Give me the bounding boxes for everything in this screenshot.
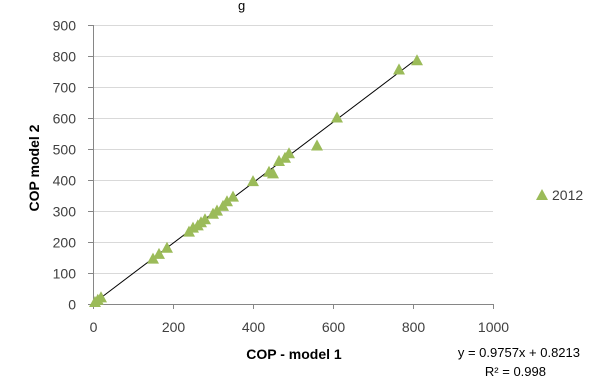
x-tick-label: 1000 [478,319,509,335]
data-point [227,190,239,202]
data-point [247,175,259,187]
data-point [147,252,159,264]
data-point [411,54,423,66]
x-axis-title: COP - model 1 [246,346,342,362]
data-point [331,111,343,123]
data-point [221,195,233,207]
x-tick-label: 0 [90,319,98,335]
data-point [283,147,295,159]
y-tick-label: 400 [53,173,77,189]
y-tick-label: 500 [53,142,77,158]
y-tick-label: 700 [53,80,77,96]
x-tick-label: 400 [242,319,266,335]
legend-label-2012: 2012 [552,187,583,203]
data-point [95,291,107,303]
point-layer [89,54,423,307]
y-tick-label: 200 [53,235,77,251]
legend: 2012 [536,187,583,203]
data-point [273,154,285,166]
y-tick-label: 300 [53,204,77,220]
y-axis-title: COP model 2 [26,124,42,211]
data-point [311,139,323,151]
y-tick-label: 600 [53,111,77,127]
legend-marker-2012 [536,189,548,200]
y-tick-label: 100 [53,266,77,282]
x-tick-labels: 0 200 400 600 800 1000 [90,319,510,335]
data-point [161,241,173,253]
trendline-r-squared: R² = 0.998 [485,364,546,379]
data-point [211,204,223,216]
data-point [393,63,405,75]
trendline-equation: y = 0.9757x + 0.8213 [458,345,580,360]
y-tick-label: 900 [53,18,77,34]
y-tick-label: 800 [53,49,77,65]
x-tick-label: 200 [162,319,186,335]
y-tick-label: 0 [68,297,76,313]
data-point [267,167,279,179]
axis-layer [88,25,494,309]
x-tick-label: 800 [402,319,426,335]
y-tick-labels: 0 100 200 300 400 500 600 700 800 900 [53,18,77,313]
header-fragment: g [238,0,245,13]
x-tick-label: 600 [322,319,346,335]
grid-layer [93,25,493,274]
data-point [153,247,165,259]
data-point [199,213,211,225]
